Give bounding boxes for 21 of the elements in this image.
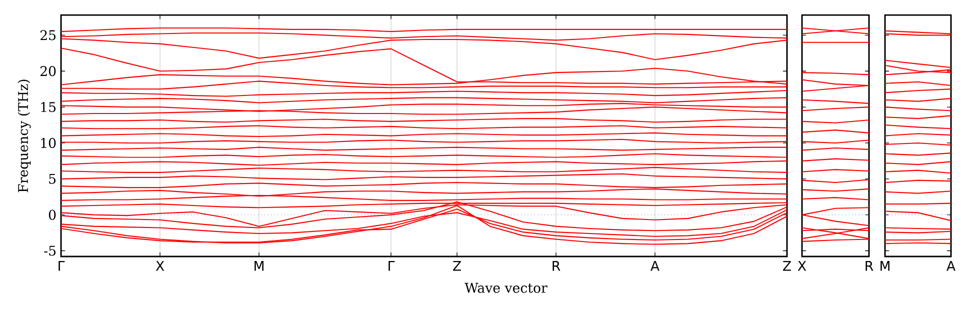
x-tick-label: Γ [388, 261, 395, 271]
x-tick-label: A [650, 261, 660, 271]
x-tick-label: X [156, 261, 164, 271]
x-tick-label: A [946, 261, 956, 271]
x-tick-label: M [254, 261, 264, 271]
y-tick-label: 5 [49, 174, 56, 184]
x-tick-label: Z [783, 261, 791, 271]
y-tick-label: 10 [41, 138, 56, 148]
x-tick-label: Γ [58, 261, 65, 271]
x-tick-label: Z [453, 261, 461, 271]
y-tick-label: 0 [48, 210, 56, 220]
y-tick-label: 25 [40, 30, 56, 40]
x-tick-label: R [552, 261, 560, 271]
y-tick-label: 20 [40, 66, 56, 76]
x-tick-label: R [866, 261, 874, 271]
y-axis-title: Frequency (THz) [18, 80, 31, 192]
x-tick-label: X [798, 261, 806, 271]
x-axis-title: Wave vector [464, 282, 548, 293]
x-tick-label: M [880, 261, 890, 271]
y-tick-label: 15 [41, 102, 56, 112]
y-tick-label: -5 [44, 246, 56, 256]
